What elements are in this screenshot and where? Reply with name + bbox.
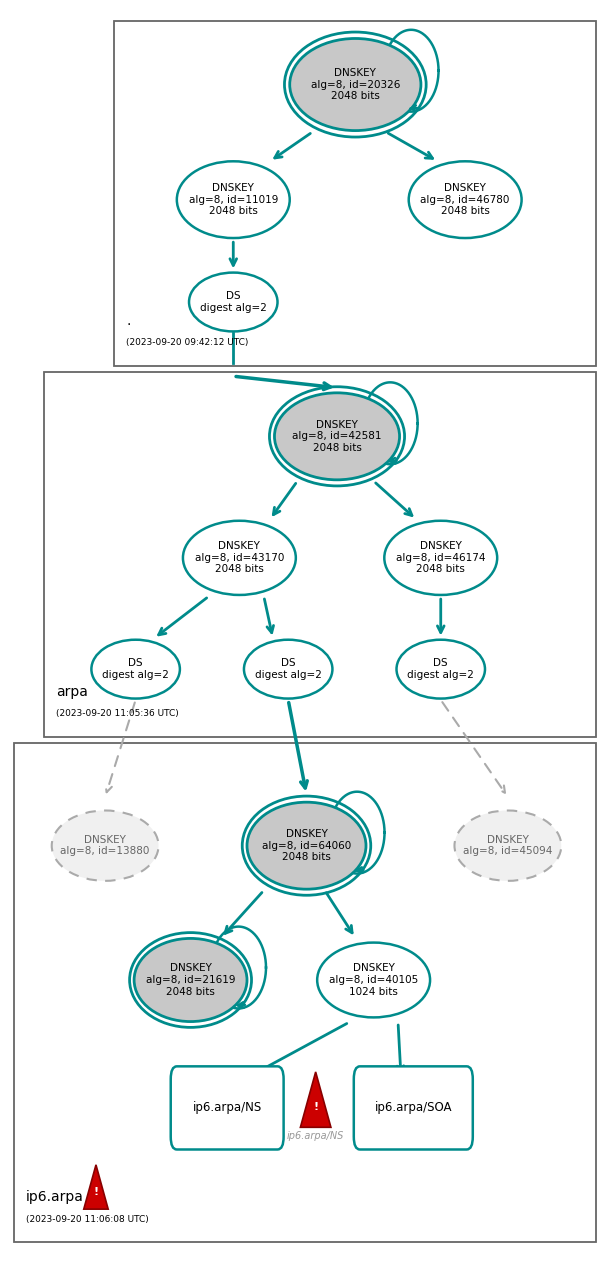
Ellipse shape: [183, 520, 296, 595]
Text: DNSKEY
alg=8, id=20326
2048 bits: DNSKEY alg=8, id=20326 2048 bits: [311, 68, 400, 101]
Ellipse shape: [454, 810, 562, 881]
Text: DNSKEY
alg=8, id=46174
2048 bits: DNSKEY alg=8, id=46174 2048 bits: [396, 541, 485, 574]
Ellipse shape: [134, 938, 247, 1022]
Ellipse shape: [51, 810, 159, 881]
Ellipse shape: [384, 520, 497, 595]
Bar: [44, 372, 596, 737]
Text: .: .: [126, 314, 131, 328]
Text: DNSKEY
alg=8, id=21619
2048 bits: DNSKEY alg=8, id=21619 2048 bits: [146, 963, 235, 996]
Text: (2023-09-20 11:06:08 UTC): (2023-09-20 11:06:08 UTC): [26, 1215, 148, 1224]
Text: DNSKEY
alg=8, id=46780
2048 bits: DNSKEY alg=8, id=46780 2048 bits: [421, 183, 510, 217]
Ellipse shape: [317, 942, 430, 1018]
Text: ip6.arpa: ip6.arpa: [26, 1191, 83, 1205]
Ellipse shape: [275, 392, 400, 479]
Text: DS
digest alg=2: DS digest alg=2: [255, 659, 322, 679]
Text: (2023-09-20 09:42:12 UTC): (2023-09-20 09:42:12 UTC): [126, 338, 249, 347]
Ellipse shape: [397, 640, 485, 699]
Bar: [114, 21, 596, 365]
Text: DS
digest alg=2: DS digest alg=2: [102, 659, 169, 679]
Text: arpa: arpa: [56, 685, 88, 699]
Text: DS
digest alg=2: DS digest alg=2: [407, 659, 474, 679]
Text: !: !: [93, 1187, 99, 1197]
Polygon shape: [300, 1072, 331, 1127]
Text: DNSKEY
alg=8, id=43170
2048 bits: DNSKEY alg=8, id=43170 2048 bits: [195, 541, 284, 574]
Ellipse shape: [247, 803, 366, 890]
Text: ip6.arpa/NS: ip6.arpa/NS: [287, 1131, 345, 1141]
Text: DNSKEY
alg=8, id=45094: DNSKEY alg=8, id=45094: [463, 835, 552, 856]
Text: DNSKEY
alg=8, id=13880: DNSKEY alg=8, id=13880: [61, 835, 150, 856]
Text: ip6.arpa/NS: ip6.arpa/NS: [192, 1101, 262, 1114]
Text: DS
digest alg=2: DS digest alg=2: [200, 291, 267, 313]
Text: ip6.arpa/SOA: ip6.arpa/SOA: [375, 1101, 452, 1114]
Text: DNSKEY
alg=8, id=40105
1024 bits: DNSKEY alg=8, id=40105 1024 bits: [329, 963, 418, 996]
Bar: [13, 744, 596, 1242]
Text: (2023-09-20 11:05:36 UTC): (2023-09-20 11:05:36 UTC): [56, 709, 179, 718]
Ellipse shape: [290, 38, 421, 131]
Ellipse shape: [177, 162, 290, 238]
Ellipse shape: [189, 273, 278, 332]
Ellipse shape: [91, 640, 180, 699]
Text: DNSKEY
alg=8, id=64060
2048 bits: DNSKEY alg=8, id=64060 2048 bits: [262, 829, 351, 863]
Text: !: !: [313, 1101, 318, 1111]
Ellipse shape: [409, 162, 522, 238]
Ellipse shape: [244, 640, 332, 699]
Text: DNSKEY
alg=8, id=42581
2048 bits: DNSKEY alg=8, id=42581 2048 bits: [292, 419, 382, 453]
FancyBboxPatch shape: [171, 1067, 284, 1150]
Text: DNSKEY
alg=8, id=11019
2048 bits: DNSKEY alg=8, id=11019 2048 bits: [189, 183, 278, 217]
Polygon shape: [84, 1165, 108, 1209]
FancyBboxPatch shape: [354, 1067, 473, 1150]
